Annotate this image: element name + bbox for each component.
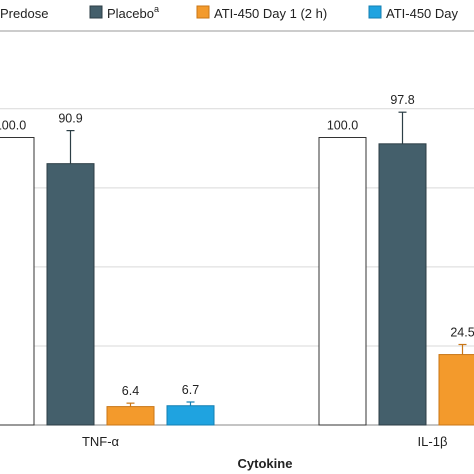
legend: Predose Placeboa ATI-450 Day 1 (2 h) ATI… [0,4,459,21]
value-label-placebo-il1b: 97.8 [390,93,414,107]
value-label-ati-450-day-tnf: 6.7 [182,383,199,397]
bars-layer: 100.0 90.9 6.4 6.7 100.0 97.8 24.5 [0,93,474,426]
value-label-ati-450-day-1-2-h-tnf: 6.4 [122,384,139,398]
value-label-ati-450-day-1-2-h-il1b: 24.5 [450,326,474,340]
legend-label-predose: Predose [0,6,48,21]
tick-labels-layer: TNF-α IL-1β [82,434,448,449]
value-label-placebo-tnf: 90.9 [58,112,82,126]
legend-swatch-ati450-day [368,5,382,19]
bar-ati-450-day-1-2-h-tnf [106,406,155,426]
legend-label-ati450-day1: ATI-450 Day 1 (2 h) [214,6,327,21]
legend-swatch-placebo [89,5,103,19]
category-label-il-1-beta: IL-1β [418,434,448,449]
category-label-tnf-alpha: TNF-α [82,434,120,449]
bar-predose-il1b [318,137,367,426]
bar-predose-tnf [0,137,35,426]
legend-label-ati450-day: ATI-450 Day [386,6,459,21]
value-label-predose-tnf: 100.0 [0,119,26,133]
value-label-predose-il1b: 100.0 [327,119,358,133]
bar-placebo-tnf [46,163,95,426]
bar-ati-450-day-1-2-h-il1b [438,354,474,426]
x-axis-title: Cytokine [238,456,293,471]
bar-ati-450-day-tnf [166,405,215,426]
legend-label-placebo: Placeboa [107,4,159,21]
legend-swatch-ati450-day1 [196,5,210,19]
bar-placebo-il1b [378,143,427,426]
